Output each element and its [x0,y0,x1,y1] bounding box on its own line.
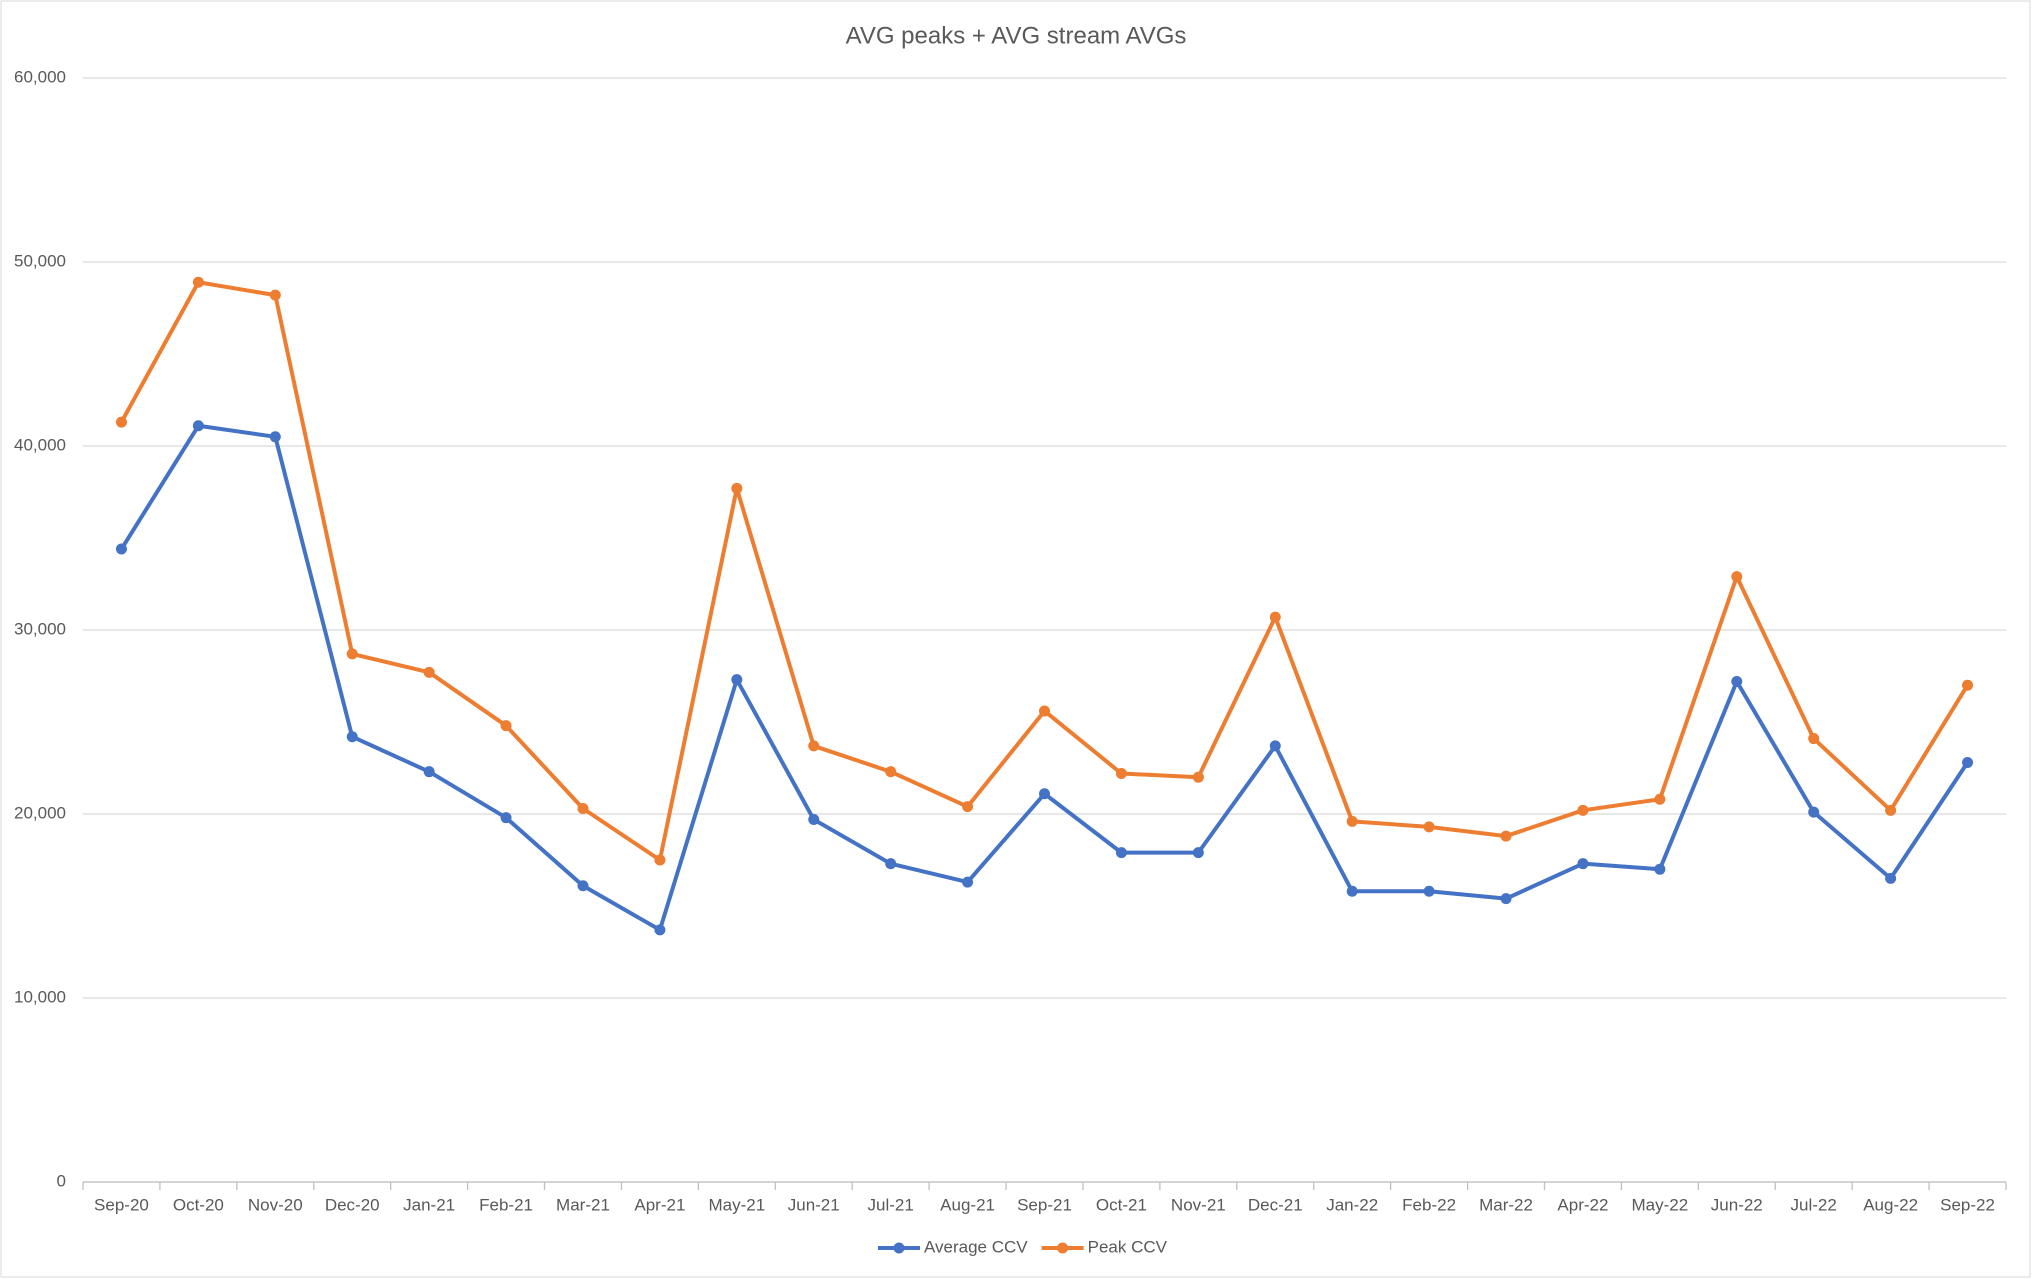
point [1269,740,1281,752]
point [885,858,897,870]
point [1500,830,1512,842]
point [1115,768,1127,780]
y-tick-label: 0 [57,1171,66,1190]
x-tick-label: Nov-20 [248,1195,303,1214]
point [500,812,512,824]
x-tick-label: Sep-22 [1940,1195,1995,1214]
x-tick-label: Feb-21 [479,1195,533,1214]
x-tick-label: Aug-22 [1863,1195,1918,1214]
point [654,924,666,936]
y-tick-label: 40,000 [14,435,66,454]
point [654,854,666,866]
x-tick-label: Apr-21 [634,1195,685,1214]
x-tick-label: Dec-20 [325,1195,380,1214]
point [1577,804,1589,816]
point [962,801,974,813]
point [1577,858,1589,870]
y-tick-label: 60,000 [14,67,66,86]
x-tick-label: Feb-22 [1402,1195,1456,1214]
x-tick-label: Sep-21 [1017,1195,1072,1214]
point [885,766,897,778]
x-tick-label: Nov-21 [1171,1195,1226,1214]
x-tick-label: Aug-21 [940,1195,995,1214]
y-tick-label: 10,000 [14,987,66,1006]
y-tick-label: 50,000 [14,251,66,270]
point [500,720,512,732]
point [1346,885,1358,897]
point [192,420,204,432]
point [577,880,589,892]
x-tick-label: Jan-21 [403,1195,455,1214]
x-tick-label: Jun-22 [1711,1195,1763,1214]
point [346,731,358,743]
x-tick-label: May-21 [708,1195,765,1214]
x-tick-label: Sep-20 [94,1195,149,1214]
point [269,289,281,301]
x-tick-label: Jun-21 [788,1195,840,1214]
point [731,674,743,686]
x-tick-label: Jul-21 [868,1195,914,1214]
point [808,814,820,826]
point [1885,804,1897,816]
point [1423,885,1435,897]
point [1962,679,1974,691]
point [962,876,974,888]
point [1808,806,1820,818]
point [269,431,281,443]
point [1192,847,1204,859]
legend-label: Average CCV [924,1237,1028,1256]
point [1115,847,1127,859]
point [1423,821,1435,833]
x-tick-label: Mar-21 [556,1195,610,1214]
legend-marker [1057,1242,1069,1254]
point [1962,756,1974,768]
point [1731,571,1743,583]
legend-label: Peak CCV [1088,1237,1168,1256]
point [1346,815,1358,827]
point [346,648,358,660]
point [1654,793,1666,805]
point [1885,872,1897,884]
x-tick-label: Oct-20 [173,1195,224,1214]
x-tick-label: Jan-22 [1326,1195,1378,1214]
point [115,543,127,555]
x-tick-label: Oct-21 [1096,1195,1147,1214]
point [1039,788,1050,800]
point [808,740,820,752]
chart-title: AVG peaks + AVG stream AVGs [846,22,1187,49]
point [1500,893,1512,905]
point [1039,705,1050,717]
point [423,766,435,778]
point [1808,733,1820,745]
x-tick-label: Dec-21 [1248,1195,1303,1214]
point [1654,863,1666,875]
point [1192,771,1204,783]
point [1269,611,1281,623]
point [192,276,204,288]
x-tick-label: Jul-22 [1791,1195,1837,1214]
point [115,416,127,428]
point [577,802,589,814]
y-tick-label: 20,000 [14,803,66,822]
x-tick-label: Apr-22 [1557,1195,1608,1214]
point [1731,676,1743,688]
x-tick-label: May-22 [1632,1195,1689,1214]
legend-marker [893,1242,905,1254]
point [731,482,743,494]
x-tick-label: Mar-22 [1479,1195,1533,1214]
point [423,666,435,678]
y-tick-label: 30,000 [14,619,66,638]
